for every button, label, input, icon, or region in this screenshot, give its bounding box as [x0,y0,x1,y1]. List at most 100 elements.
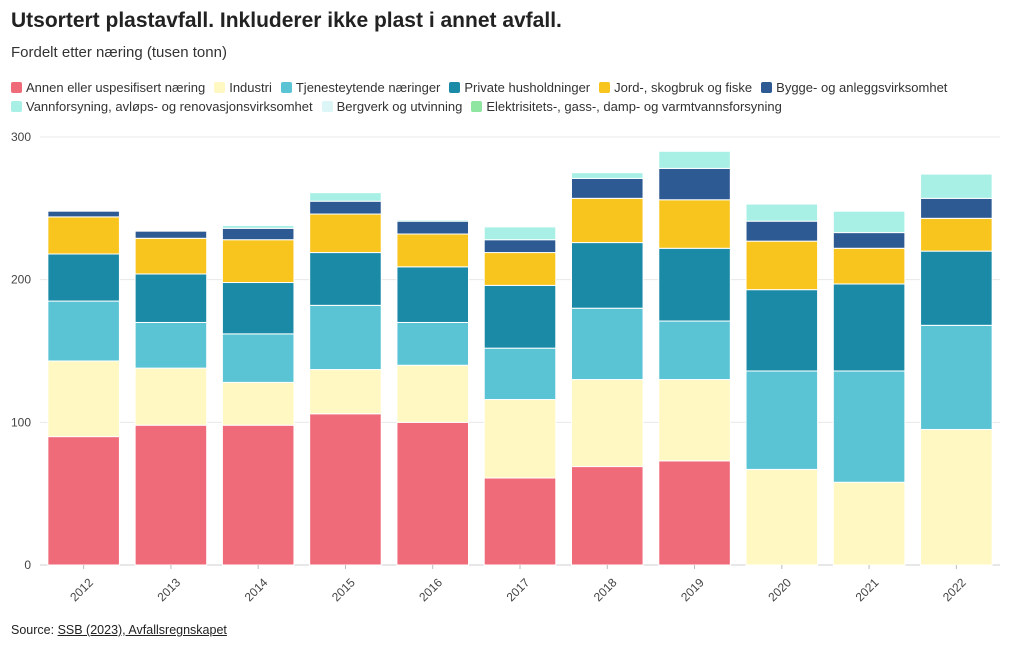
bar-segment[interactable] [832,283,906,372]
bar-segment[interactable] [570,177,644,199]
legend-item[interactable]: Bygge- og anleggsvirksomhet [761,79,947,96]
bar-segment[interactable] [134,367,208,426]
bar-segment[interactable] [920,250,993,326]
x-tick-label: 2017 [504,575,533,604]
bar-segment[interactable] [134,237,208,275]
bar-segment[interactable] [483,347,557,401]
bar-segment[interactable] [221,224,295,229]
bar-segment[interactable] [47,360,120,438]
bar-segment[interactable] [483,477,557,566]
y-tick-label: 200 [11,273,31,287]
bar-segment[interactable] [309,369,382,415]
bar-segment[interactable] [221,381,295,426]
legend-label: Annen eller uspesifisert næring [26,80,206,95]
legend-item[interactable]: Private husholdninger [449,79,590,96]
bar-segment[interactable] [570,242,644,309]
bar-segment[interactable] [396,266,470,323]
bar-segment[interactable] [570,197,644,244]
bar-segment[interactable] [309,413,382,566]
bar-segment[interactable] [745,220,819,242]
bar-segment[interactable] [658,247,731,322]
bar-segment[interactable] [47,300,120,362]
legend-item[interactable]: Annen eller uspesifisert næring [11,79,205,96]
x-tick-label: 2022 [940,575,969,604]
bar-segment[interactable] [570,379,644,468]
bar-segment[interactable] [483,252,557,286]
bar-segment[interactable] [483,226,557,241]
legend-swatch [214,82,226,93]
y-tick-label: 0 [24,558,31,572]
bar-segment[interactable] [134,321,208,369]
bar-segment[interactable] [309,213,382,254]
bar-segment[interactable] [396,233,470,268]
bar-segment[interactable] [47,216,120,255]
bar-segment[interactable] [309,252,382,306]
bar-segment[interactable] [658,199,731,249]
legend-item[interactable]: Bergverk og utvinning [321,98,462,115]
bar-segment[interactable] [134,230,208,239]
bar-segment[interactable] [745,468,819,566]
bar-segment[interactable] [396,364,470,423]
bar-segment[interactable] [920,324,993,430]
x-tick-label: 2016 [416,575,445,604]
bar-segment[interactable] [832,232,906,249]
bar-segment[interactable] [47,253,120,302]
bar-segment[interactable] [658,379,731,462]
legend-swatch [321,101,333,112]
bar-segment[interactable] [483,399,557,479]
bar-segment[interactable] [221,424,295,566]
bar-segment[interactable] [832,481,906,566]
legend-label: Private husholdninger [464,80,591,95]
bar-segment[interactable] [570,466,644,566]
bar-segment[interactable] [658,460,731,566]
bar-segment[interactable] [396,219,470,222]
bar-segment[interactable] [134,424,208,566]
bar-segment[interactable] [832,247,906,285]
bar-segment[interactable] [47,436,120,566]
legend-label: Bygge- og anleggsvirksomhet [776,80,948,95]
bar-segment[interactable] [221,239,295,284]
bar-segment[interactable] [658,150,731,169]
bar-segment[interactable] [658,167,731,201]
legend-item[interactable]: Elektrisitets-, gass-, damp- og varmtvan… [471,98,782,115]
bar-segment[interactable] [221,282,295,335]
bar-segment[interactable] [309,200,382,215]
bar-segment[interactable] [396,321,470,366]
bar-segment[interactable] [396,421,470,566]
bar-segment[interactable] [309,304,382,371]
legend-label: Jord-, skogbruk og fiske [614,80,753,95]
legend-swatch [280,82,292,93]
bar-segment[interactable] [483,239,557,254]
bar-segment[interactable] [396,220,470,235]
bar-segment[interactable] [570,307,644,381]
bar-segment[interactable] [832,370,906,483]
bar-segment[interactable] [309,192,382,202]
bar-segment[interactable] [483,284,557,349]
y-tick-label: 300 [11,130,31,144]
bar-segment[interactable] [570,172,644,179]
bar-segment[interactable] [221,227,295,241]
source-link[interactable]: SSB (2023), Avfallsregnskapet [57,623,227,637]
legend-swatch [11,82,22,93]
legend-swatch [761,82,773,93]
legend-item[interactable]: Jord-, skogbruk og fiske [599,79,752,96]
bar-segment[interactable] [920,428,993,566]
bar-segment[interactable] [745,203,819,222]
legend-item[interactable]: Industri [214,79,272,96]
bar-segment[interactable] [745,370,819,470]
bar-segment[interactable] [745,240,819,291]
source-line: Source: SSB (2023), Avfallsregnskapet [11,623,227,637]
bar-segment[interactable] [920,173,993,199]
bar-segment[interactable] [658,320,731,381]
bar-segment[interactable] [920,197,993,219]
chart-subtitle: Fordelt etter næring (tusen tonn) [11,44,227,61]
bar-segment[interactable] [832,210,906,234]
bar-segment[interactable] [745,289,819,372]
bar-segment[interactable] [134,273,208,323]
bar-segment[interactable] [920,217,993,252]
bar-segment[interactable] [221,333,295,383]
legend-item[interactable]: Tjenesteytende næringer [280,79,440,96]
bar-segment[interactable] [47,210,120,218]
x-tick-label: 2014 [242,575,271,604]
legend-item[interactable]: Vannforsyning, avløps- og renovasjonsvir… [11,98,313,115]
